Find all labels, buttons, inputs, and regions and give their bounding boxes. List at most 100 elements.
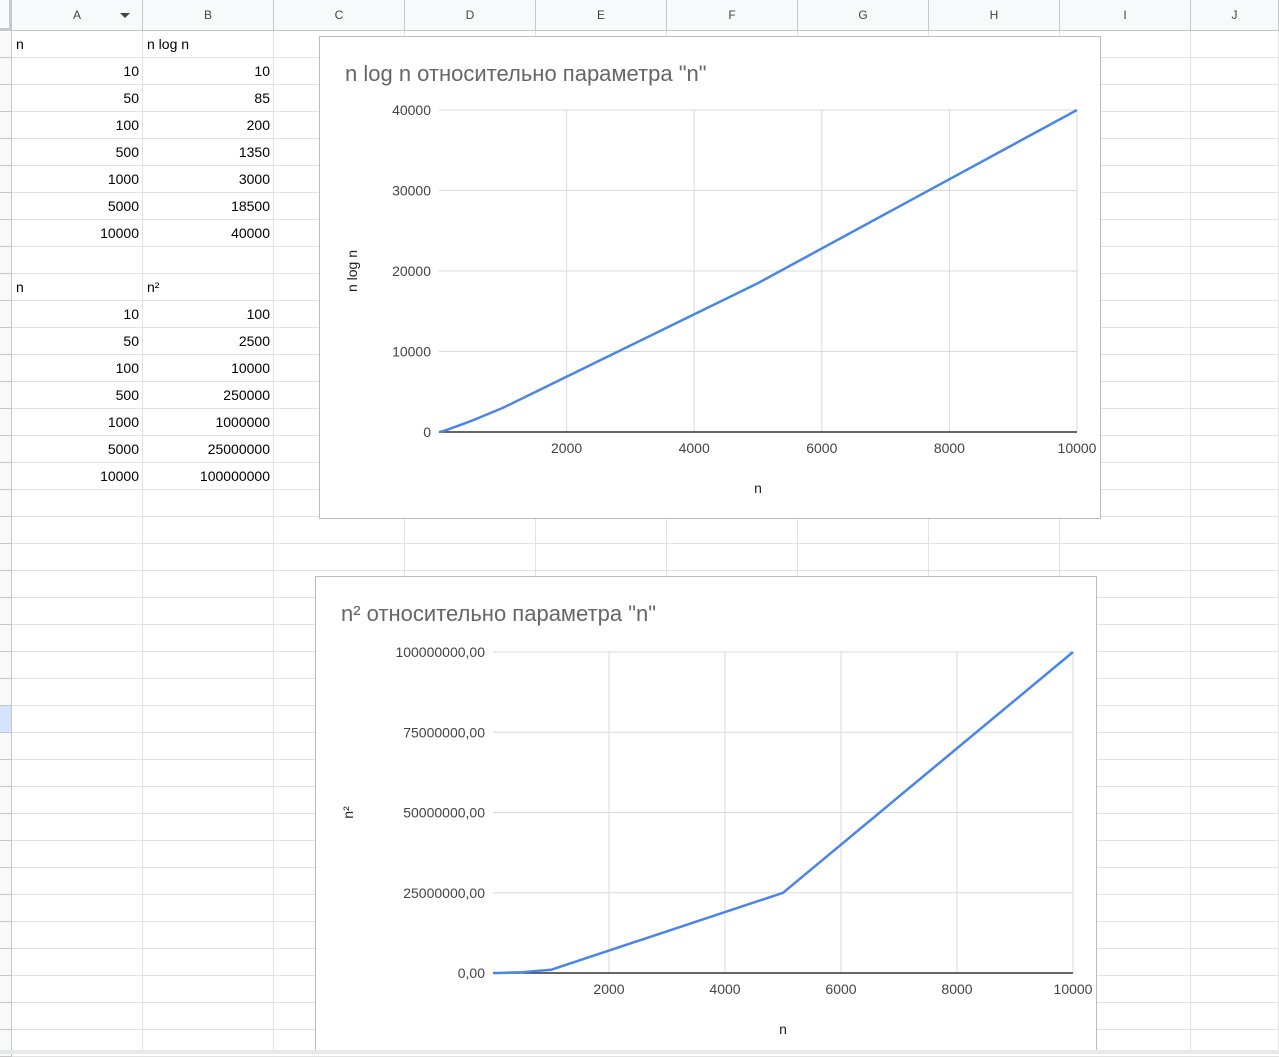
cell[interactable]: n² bbox=[147, 279, 160, 295]
cell[interactable]: 10000 bbox=[100, 225, 139, 241]
y-axis-label: n² bbox=[340, 806, 356, 819]
column-header-b[interactable]: B bbox=[143, 0, 274, 31]
cell[interactable]: 3000 bbox=[238, 171, 270, 187]
column-gridline bbox=[404, 31, 405, 1054]
row-header[interactable] bbox=[0, 949, 12, 976]
row-header[interactable] bbox=[0, 220, 12, 247]
cell[interactable]: n log n bbox=[147, 36, 190, 52]
column-gridline bbox=[666, 31, 667, 1054]
row-header[interactable] bbox=[0, 85, 12, 112]
row-header[interactable] bbox=[0, 733, 12, 760]
cell[interactable]: n bbox=[16, 36, 24, 52]
row-header[interactable] bbox=[0, 625, 12, 652]
cell[interactable]: 100 bbox=[115, 360, 139, 376]
cell[interactable]: 18500 bbox=[231, 198, 270, 214]
x-tick-label: 6000 bbox=[806, 440, 837, 456]
row-header[interactable] bbox=[0, 139, 12, 166]
chart-nlogn[interactable]: n log n относительно параметра "n" 0 1000… bbox=[319, 36, 1101, 519]
row-header[interactable] bbox=[0, 382, 12, 409]
row-header[interactable] bbox=[0, 679, 12, 706]
row-header[interactable] bbox=[0, 976, 12, 1003]
cell[interactable]: 5000 bbox=[107, 198, 139, 214]
row-header[interactable] bbox=[0, 328, 12, 355]
row-header[interactable] bbox=[0, 652, 12, 679]
row-header[interactable] bbox=[0, 355, 12, 382]
row-header[interactable] bbox=[0, 1003, 12, 1030]
column-header-i[interactable]: I bbox=[1060, 0, 1191, 31]
row-header[interactable] bbox=[0, 490, 12, 517]
row-header[interactable] bbox=[0, 922, 12, 949]
cell[interactable]: 50 bbox=[123, 333, 139, 349]
cell[interactable]: 500 bbox=[115, 387, 139, 403]
column-header-j[interactable]: J bbox=[1191, 0, 1279, 31]
row-header[interactable] bbox=[0, 463, 12, 490]
row-header[interactable] bbox=[0, 868, 12, 895]
row-header[interactable] bbox=[0, 544, 12, 571]
cell[interactable]: 85 bbox=[254, 90, 270, 106]
x-tick-label: 8000 bbox=[941, 981, 972, 997]
column-header-c[interactable]: C bbox=[274, 0, 405, 31]
chart-nsquared[interactable]: n² относительно параметра "n" 0,00 250000… bbox=[315, 576, 1097, 1054]
y-axis-label: n log n bbox=[344, 250, 360, 292]
row-header[interactable] bbox=[0, 274, 12, 301]
row-header[interactable] bbox=[0, 814, 12, 841]
row-header[interactable] bbox=[0, 247, 12, 274]
y-tick-label: 25000000,00 bbox=[403, 885, 485, 901]
chart-nlogn-svg: 0 10000 20000 30000 40000 2000 4000 6000 8000 100… bbox=[344, 102, 1097, 496]
cell[interactable]: 5000 bbox=[107, 441, 139, 457]
column-header-f[interactable]: F bbox=[667, 0, 798, 31]
cell[interactable]: 40000 bbox=[231, 225, 270, 241]
cell[interactable]: 2500 bbox=[238, 333, 270, 349]
row-header[interactable] bbox=[0, 301, 12, 328]
column-menu-dropdown-icon[interactable] bbox=[120, 13, 130, 18]
row-gridline bbox=[12, 543, 1279, 544]
cell[interactable]: 100 bbox=[115, 117, 139, 133]
row-header[interactable] bbox=[0, 436, 12, 463]
cell[interactable]: 10 bbox=[123, 306, 139, 322]
column-header-h[interactable]: H bbox=[929, 0, 1060, 31]
row-header[interactable] bbox=[0, 760, 12, 787]
cell[interactable]: 500 bbox=[115, 144, 139, 160]
row-header[interactable] bbox=[0, 895, 12, 922]
cell[interactable]: 1000000 bbox=[215, 414, 270, 430]
horizontal-scrollbar[interactable] bbox=[0, 1050, 1279, 1054]
row-header[interactable] bbox=[0, 706, 12, 733]
row-gridline bbox=[12, 570, 1279, 571]
row-header[interactable] bbox=[0, 58, 12, 85]
series-line bbox=[439, 108, 1078, 434]
row-header[interactable] bbox=[0, 841, 12, 868]
cell[interactable]: 10 bbox=[123, 63, 139, 79]
cell[interactable]: 1000 bbox=[107, 171, 139, 187]
column-header-e[interactable]: E bbox=[536, 0, 667, 31]
row-header[interactable] bbox=[0, 571, 12, 598]
x-tick-label: 8000 bbox=[934, 440, 965, 456]
row-header[interactable] bbox=[0, 598, 12, 625]
cell[interactable]: 25000000 bbox=[207, 441, 270, 457]
cell[interactable]: 100000000 bbox=[199, 468, 270, 484]
cell[interactable]: 10 bbox=[254, 63, 270, 79]
row-header[interactable] bbox=[0, 31, 12, 58]
row-header[interactable] bbox=[0, 112, 12, 139]
row-header[interactable] bbox=[0, 787, 12, 814]
select-all-corner[interactable] bbox=[0, 0, 12, 31]
column-header-g[interactable]: G bbox=[798, 0, 929, 31]
cell[interactable]: n bbox=[16, 279, 24, 295]
y-tick-label: 40000 bbox=[392, 102, 431, 118]
column-gridline bbox=[928, 31, 929, 1054]
cell[interactable]: 250000 bbox=[223, 387, 270, 403]
cell[interactable]: 10000 bbox=[231, 360, 270, 376]
column-header-d[interactable]: D bbox=[405, 0, 536, 31]
cell[interactable]: 50 bbox=[123, 90, 139, 106]
row-header[interactable] bbox=[0, 166, 12, 193]
row-header[interactable] bbox=[0, 193, 12, 220]
row-header[interactable] bbox=[0, 517, 12, 544]
cell[interactable]: 1350 bbox=[238, 144, 270, 160]
cell[interactable]: 200 bbox=[246, 117, 270, 133]
row-header[interactable] bbox=[0, 409, 12, 436]
x-tick-label: 10000 bbox=[1058, 440, 1097, 456]
cell[interactable]: 10000 bbox=[100, 468, 139, 484]
cell[interactable]: 1000 bbox=[107, 414, 139, 430]
cell[interactable]: 100 bbox=[246, 306, 270, 322]
y-tick-label: 50000000,00 bbox=[403, 805, 485, 821]
series-line bbox=[493, 651, 1074, 975]
